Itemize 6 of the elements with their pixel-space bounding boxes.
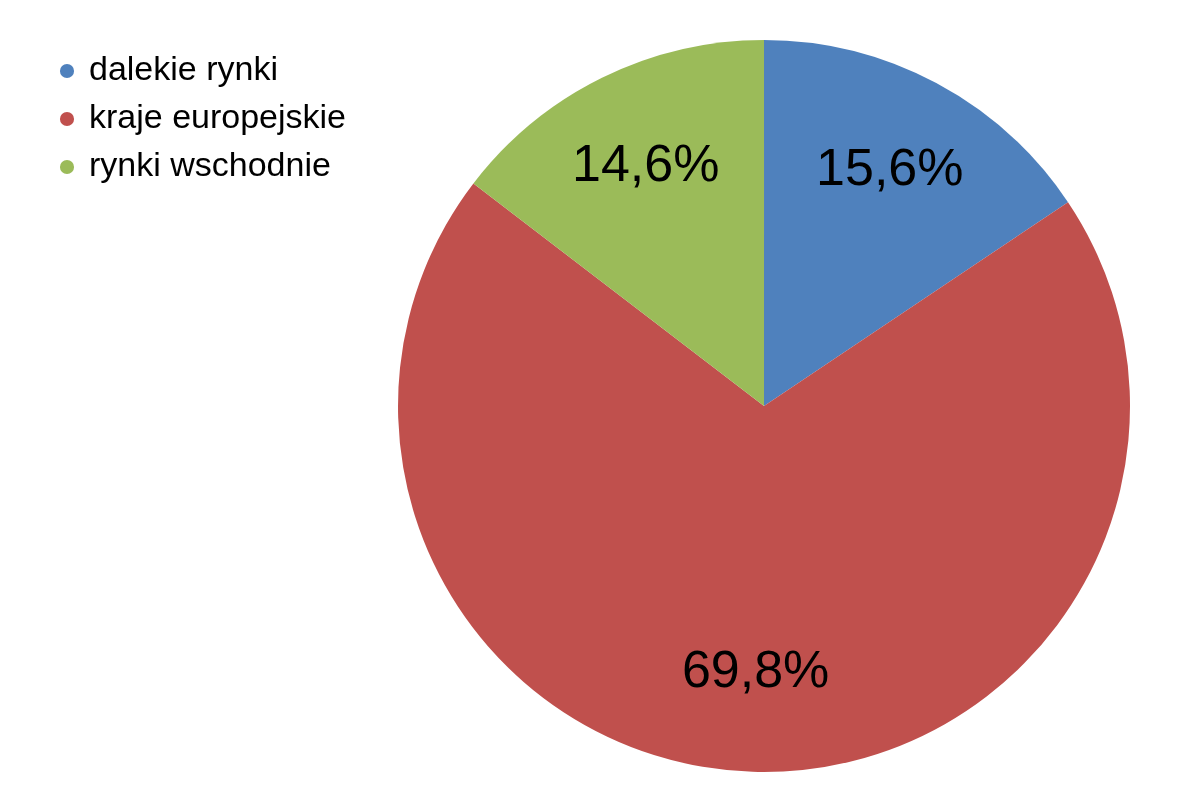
data-label: 14,6%	[571, 133, 720, 192]
data-label: 69,8%	[681, 640, 830, 699]
data-label: 15,6%	[816, 137, 964, 196]
legend-label: rynki wschodnie	[89, 145, 331, 184]
legend-label: dalekie rynki	[89, 49, 278, 88]
legend-label: kraje europejskie	[89, 97, 347, 136]
